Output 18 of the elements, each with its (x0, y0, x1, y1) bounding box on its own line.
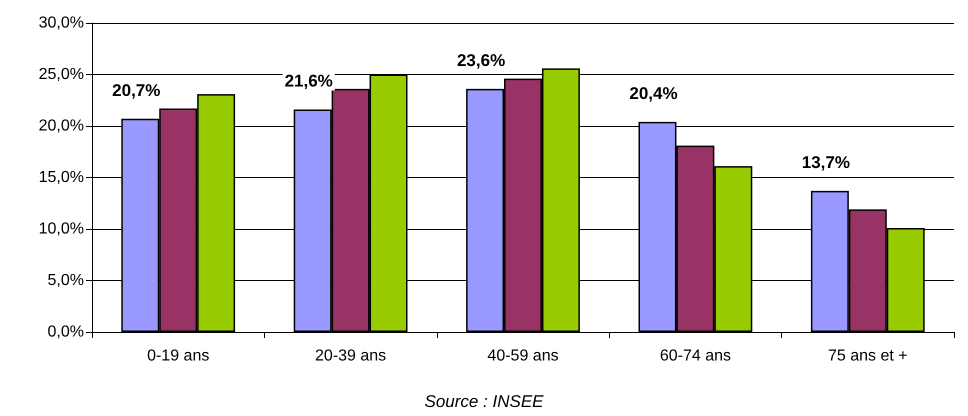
data-label: 20,4% (629, 84, 678, 103)
x-tick-label: 0-19 ans (147, 348, 210, 364)
x-tick-label: 60-74 ans (660, 348, 731, 364)
data-label: 20,7% (112, 80, 160, 100)
x-tick-label: 40-59 ans (487, 348, 559, 364)
x-tick-label: 75 ans et + (828, 348, 908, 364)
y-tick-label: 15,0% (38, 169, 84, 186)
data-label: 13,7% (802, 152, 850, 172)
y-tick-label: 25,0% (38, 66, 84, 83)
y-tick-label: 5,0% (48, 272, 84, 289)
y-tick-label: 30,0% (38, 14, 84, 32)
y-tick-label: 10,0% (38, 220, 84, 238)
data-label: 23,6% (456, 50, 506, 70)
x-tick-label: 20-39 ans (315, 348, 386, 364)
y-tick-label: 0,0% (48, 324, 84, 340)
data-label: 21,6% (284, 72, 333, 91)
y-tick-label: 20,0% (38, 118, 84, 134)
source-note: Source : INSEE (424, 392, 544, 411)
